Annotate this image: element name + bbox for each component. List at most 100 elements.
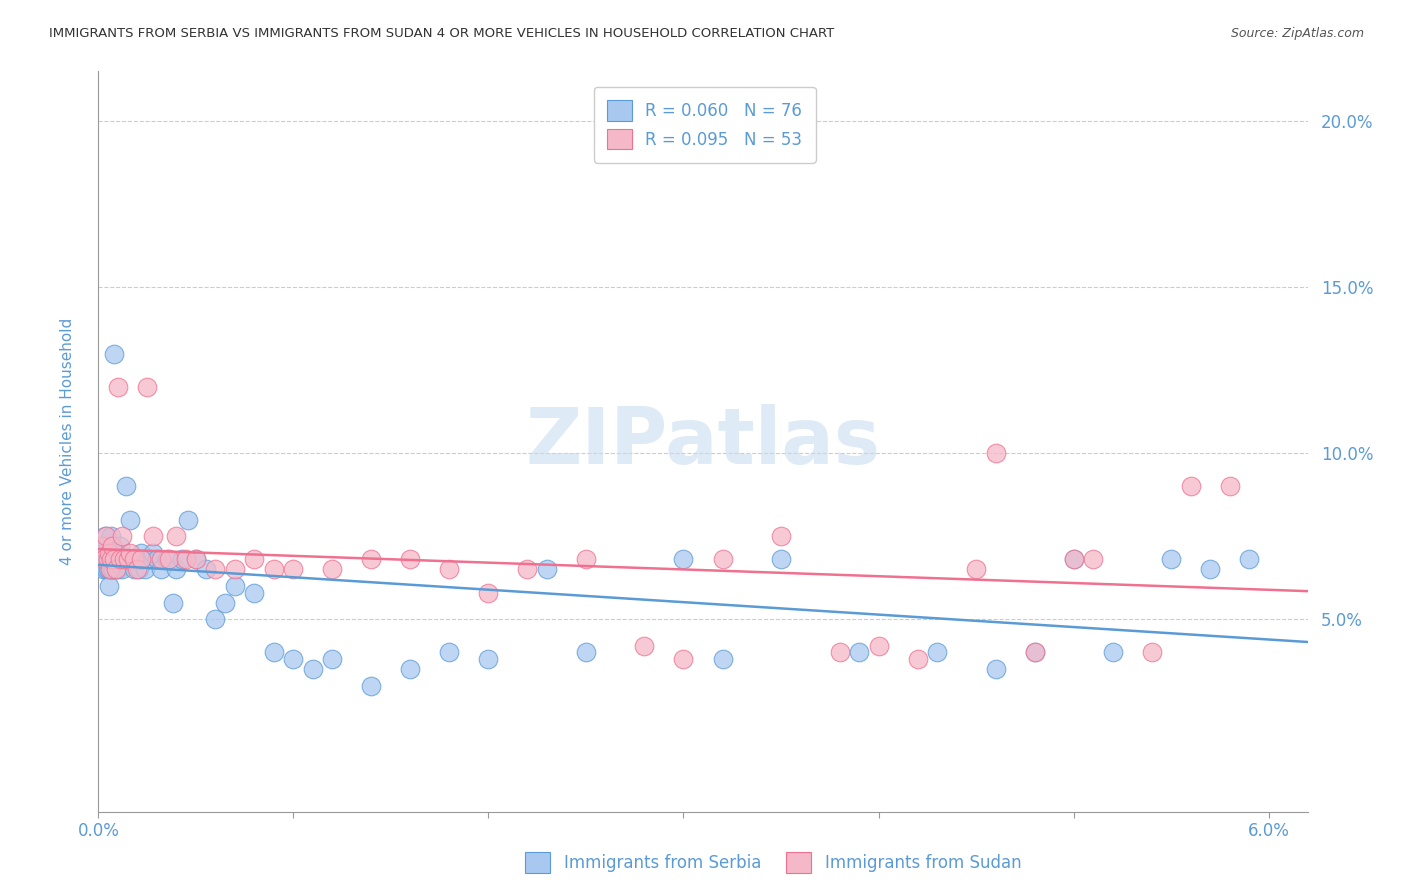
Point (98, 579, 121, 593)
Point (321, 652, 343, 666)
Point (711, 652, 734, 666)
Point (984, 446, 1007, 460)
Legend: Immigrants from Serbia, Immigrants from Sudan: Immigrants from Serbia, Immigrants from … (519, 846, 1028, 880)
Point (172, 552, 194, 566)
Point (1237, 552, 1260, 566)
Text: Source: ZipAtlas.com: Source: ZipAtlas.com (1230, 27, 1364, 40)
Point (165, 562, 187, 576)
Point (711, 552, 734, 566)
Point (769, 552, 792, 566)
Point (177, 512, 200, 526)
Point (111, 529, 134, 543)
Point (103, 552, 125, 566)
Legend: R = 0.060   N = 76, R = 0.095   N = 53: R = 0.060 N = 76, R = 0.095 N = 53 (593, 87, 815, 162)
Point (149, 552, 172, 566)
Point (146, 552, 169, 566)
Point (157, 552, 180, 566)
Point (97, 552, 120, 566)
Point (224, 562, 246, 576)
Point (1101, 645, 1123, 659)
Point (94, 552, 117, 566)
Point (1180, 479, 1202, 493)
Point (477, 585, 499, 599)
Point (263, 562, 285, 576)
Point (1024, 645, 1046, 659)
Point (96, 552, 118, 566)
Point (1024, 645, 1046, 659)
Point (1140, 645, 1163, 659)
Point (103, 346, 125, 360)
Point (131, 546, 153, 560)
Point (98, 562, 121, 576)
Point (1063, 552, 1085, 566)
Point (100, 552, 122, 566)
Point (118, 512, 141, 526)
Point (828, 645, 851, 659)
Point (672, 552, 695, 566)
Point (127, 552, 149, 566)
Point (1219, 479, 1241, 493)
Point (1160, 552, 1182, 566)
Point (536, 562, 558, 576)
Point (633, 639, 655, 653)
Point (97, 552, 120, 566)
Point (162, 596, 184, 610)
Point (128, 562, 150, 576)
Point (1199, 562, 1222, 576)
Point (214, 596, 236, 610)
Point (672, 652, 695, 666)
Point (98, 546, 121, 560)
Point (1063, 552, 1085, 566)
Point (108, 552, 131, 566)
Point (96, 529, 118, 543)
Point (516, 562, 538, 576)
Point (321, 562, 343, 576)
Point (94, 529, 117, 543)
Point (121, 552, 143, 566)
Point (263, 645, 285, 659)
Point (122, 562, 145, 576)
Point (91, 539, 114, 553)
Point (283, 562, 305, 576)
Point (1081, 552, 1104, 566)
Point (110, 552, 132, 566)
Point (142, 529, 165, 543)
Point (138, 552, 160, 566)
Point (98, 552, 121, 566)
Point (105, 546, 128, 560)
Point (360, 679, 382, 693)
Point (965, 562, 987, 576)
Point (243, 585, 266, 599)
Point (101, 562, 124, 576)
Point (97, 562, 120, 576)
Point (108, 539, 131, 553)
Point (439, 562, 461, 576)
Point (925, 645, 948, 659)
Point (101, 539, 124, 553)
Point (165, 529, 187, 543)
Point (907, 652, 929, 666)
Text: ZIPatlas: ZIPatlas (526, 403, 880, 480)
Text: IMMIGRANTS FROM SERBIA VS IMMIGRANTS FROM SUDAN 4 OR MORE VEHICLES IN HOUSEHOLD : IMMIGRANTS FROM SERBIA VS IMMIGRANTS FRO… (49, 27, 834, 40)
Point (100, 529, 122, 543)
Point (98, 562, 121, 576)
Point (283, 652, 305, 666)
Y-axis label: 4 or more Vehicles in Household: 4 or more Vehicles in Household (60, 318, 75, 566)
Point (769, 529, 792, 543)
Point (984, 662, 1007, 676)
Point (117, 552, 139, 566)
Point (96, 546, 118, 560)
Point (114, 479, 136, 493)
Point (112, 552, 135, 566)
Point (93, 552, 115, 566)
Point (439, 645, 461, 659)
Point (104, 562, 127, 576)
Point (194, 562, 217, 576)
Point (107, 380, 129, 394)
Point (149, 562, 172, 576)
Point (90, 552, 112, 566)
Point (117, 552, 139, 566)
Point (111, 562, 134, 576)
Point (184, 552, 207, 566)
Point (142, 546, 165, 560)
